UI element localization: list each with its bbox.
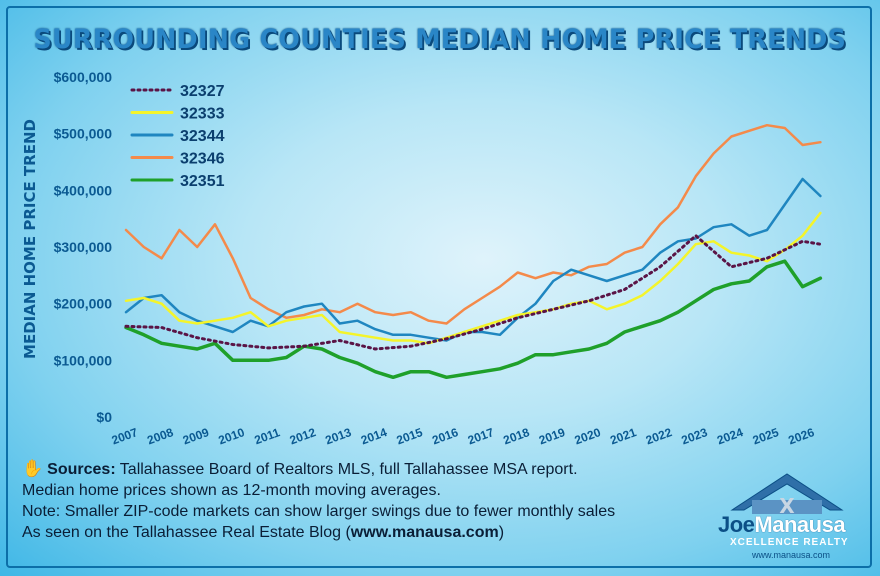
x-tick-label: 2025 (751, 425, 781, 447)
y-tick-label: $400,000 (54, 182, 113, 198)
svg-text:X: X (779, 494, 795, 518)
x-tick-label: 2022 (644, 425, 674, 447)
sources-note: ✋ Sources: Tallahassee Board of Realtors … (22, 458, 682, 480)
x-tick-label: 2016 (430, 425, 460, 447)
chart-title: SURROUNDING COUNTIES MEDIAN HOME PRICE T… (33, 24, 847, 55)
x-tick-label: 2020 (573, 425, 603, 447)
series-line-32327 (124, 234, 822, 351)
zip-code-note: Note: Smaller ZIP-code markets can show … (22, 503, 616, 520)
legend-label-32346: 32346 (180, 151, 225, 168)
x-tick-label: 2019 (537, 425, 567, 447)
blog-note: As seen on the Tallahassee Real Estate B… (22, 522, 682, 543)
y-tick-label: $500,000 (54, 126, 113, 142)
y-tick-label: $0 (96, 409, 112, 425)
x-tick-label: 2026 (786, 425, 816, 447)
legend-label-32327: 32327 (180, 83, 225, 100)
legend-label-32333: 32333 (180, 106, 225, 123)
series-line-32351 (124, 259, 823, 380)
x-tick-label: 2017 (466, 425, 496, 447)
x-tick-label: 2021 (608, 425, 638, 447)
legend-label-32351: 32351 (180, 173, 225, 190)
x-tick-label: 2009 (181, 425, 211, 447)
x-tick-label: 2023 (679, 425, 709, 447)
hand-icon: ✋ (22, 459, 44, 478)
blog-note-suffix: ) (498, 524, 505, 541)
blog-note-prefix: As seen on the Tallahassee Real Estate B… (22, 524, 351, 541)
chart-frame (6, 6, 872, 568)
series-line-32346 (124, 123, 822, 325)
x-tick-label: 2014 (359, 425, 389, 447)
y-tick-label: $300,000 (54, 239, 113, 255)
x-tick-label: 2015 (395, 425, 425, 447)
x-tick-label: 2011 (252, 425, 282, 447)
y-tick-label: $100,000 (54, 352, 113, 368)
x-tick-label: 2018 (501, 425, 531, 447)
company-logo: X JoeManausa XCELLENCE REALTY www.manaus… (712, 466, 862, 562)
logo-url: www.manausa.com (752, 550, 831, 560)
chart-notes: ✋ Sources: Tallahassee Board of Realtors … (22, 458, 682, 543)
series-line-32344 (124, 177, 822, 342)
legend-label-32344: 32344 (180, 128, 225, 145)
sources-label: Sources: (47, 461, 116, 478)
x-tick-label: 2012 (288, 425, 318, 447)
house-icon: X (730, 473, 844, 518)
moving-average-note: Median home prices shown as 12-month mov… (22, 482, 441, 499)
sources-text: Tallahassee Board of Realtors MLS, full … (119, 461, 578, 478)
logo-name: JoeManausa (718, 512, 846, 537)
x-tick-label: 2010 (217, 425, 247, 447)
legend: 32327 32333 32344 32346 32351 (130, 83, 225, 190)
blog-link[interactable]: www.manausa.com (350, 524, 499, 541)
y-tick-label: $600,000 (54, 69, 113, 85)
x-tick-labels: 2007 2008 2009 2010 2011 2012 2013 2014 2015 2016… (110, 425, 817, 447)
y-tick-labels: $0 $100,000 $200,000 $300,000 $400,000 $500,0… (54, 69, 113, 425)
y-tick-label: $200,000 (54, 296, 113, 312)
logo-tagline: XCELLENCE REALTY (730, 537, 849, 548)
series-lines (124, 123, 823, 380)
x-tick-label: 2024 (715, 425, 745, 447)
series-line-32333 (124, 211, 822, 345)
x-tick-label: 2013 (323, 425, 353, 447)
x-tick-label: 2008 (145, 425, 175, 447)
x-tick-label: 2007 (110, 425, 140, 447)
